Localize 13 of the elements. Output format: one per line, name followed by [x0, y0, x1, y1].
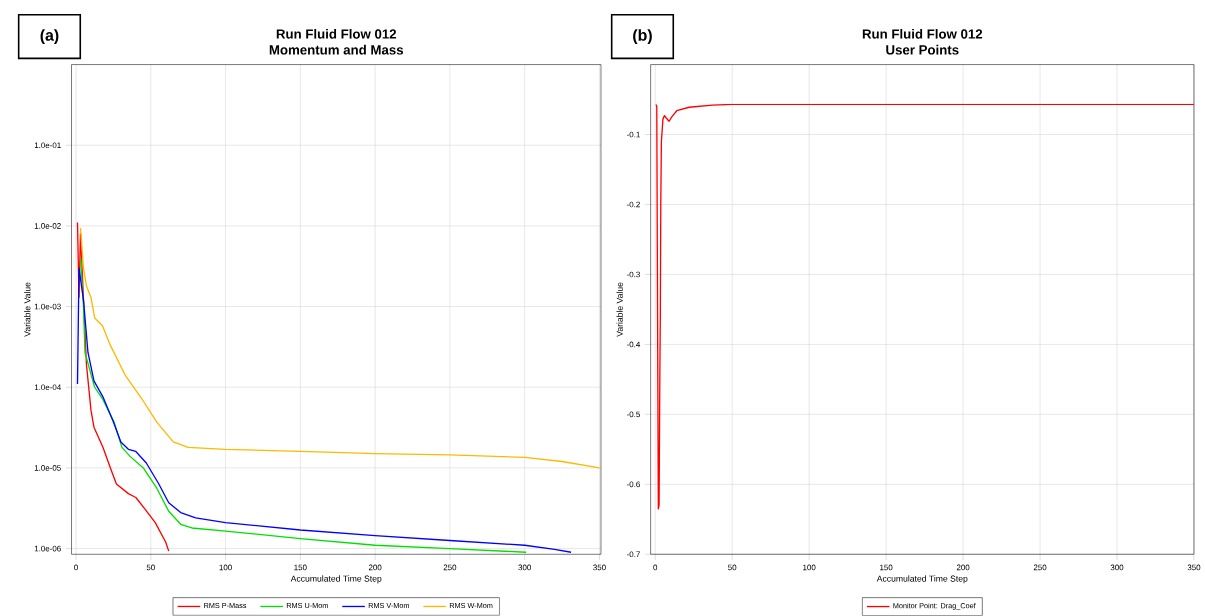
- line-series: [79, 227, 601, 469]
- text: (b): [633, 29, 652, 45]
- y-axis-title: Variable Value: [616, 282, 623, 337]
- y-axis-title: Variable Value: [24, 282, 31, 337]
- chart-title: Run Fluid Flow 012: [276, 29, 397, 39]
- line-series: [655, 103, 1194, 510]
- chart-subtitle: User Points: [886, 44, 959, 55]
- text: (a): [40, 29, 59, 45]
- line-series: [76, 222, 170, 552]
- chart-subtitle: Momentum and Mass: [269, 44, 404, 55]
- x-axis-title: Accumulated Time Step: [876, 575, 968, 584]
- x-axis-title: Accumulated Time Step: [290, 575, 382, 584]
- chart-title: Run Fluid Flow 012: [862, 29, 983, 39]
